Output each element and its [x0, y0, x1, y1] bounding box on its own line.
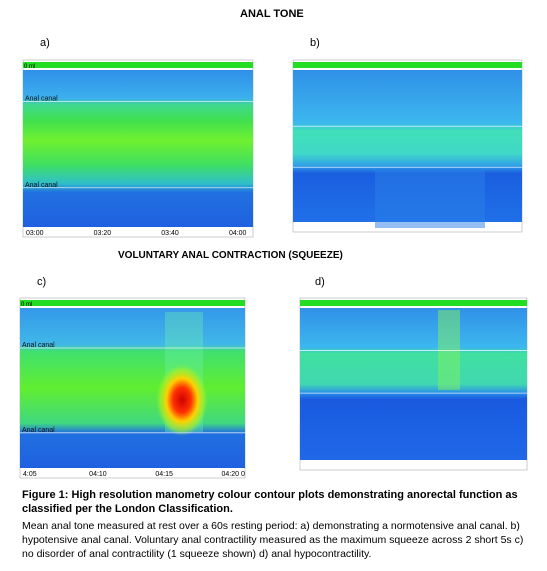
pressure-bar [23, 62, 253, 68]
heading: ANAL TONE [240, 8, 304, 20]
band [438, 310, 460, 390]
panel-label: c) [37, 276, 46, 288]
panel-label: d) [315, 276, 325, 288]
panel-label: a) [40, 37, 50, 49]
heatmap [23, 70, 253, 227]
band [375, 170, 485, 228]
pressure-bar [300, 300, 527, 306]
pressure-bar [293, 62, 522, 68]
time-tick: 03:00 [26, 230, 44, 237]
pressure-peak [156, 364, 208, 436]
time-tick: 03:20 [94, 230, 112, 237]
panel-label: b) [310, 37, 320, 49]
top-label: 0 ml [24, 64, 35, 70]
heading: VOLUNTARY ANAL CONTRACTION (SQUEEZE) [118, 250, 343, 261]
caption-body: Mean anal tone measured at rest over a 6… [22, 520, 524, 560]
heatmap [300, 308, 527, 460]
marker-label: Anal canal [25, 95, 58, 102]
marker-label: Anal canal [25, 182, 58, 189]
time-tick: 04:20 0 [222, 471, 245, 478]
caption-title: Figure 1: High resolution manometry colo… [22, 489, 518, 515]
pressure-bar [20, 300, 245, 306]
marker-label: Anal canal [22, 342, 55, 349]
figure: ANAL TONE VOLUNTARY ANAL CONTRACTION (SQ… [19, 8, 528, 479]
time-tick: 04:00 [229, 230, 247, 237]
time-tick: 03:40 [161, 230, 179, 237]
time-tick: 04:15 [155, 471, 173, 478]
time-tick: 04:10 [89, 471, 107, 478]
time-tick: 4:05 [23, 471, 37, 478]
heatmap [20, 308, 245, 468]
top-label: 0 ml [21, 302, 32, 308]
marker-label: Anal canal [22, 427, 55, 434]
